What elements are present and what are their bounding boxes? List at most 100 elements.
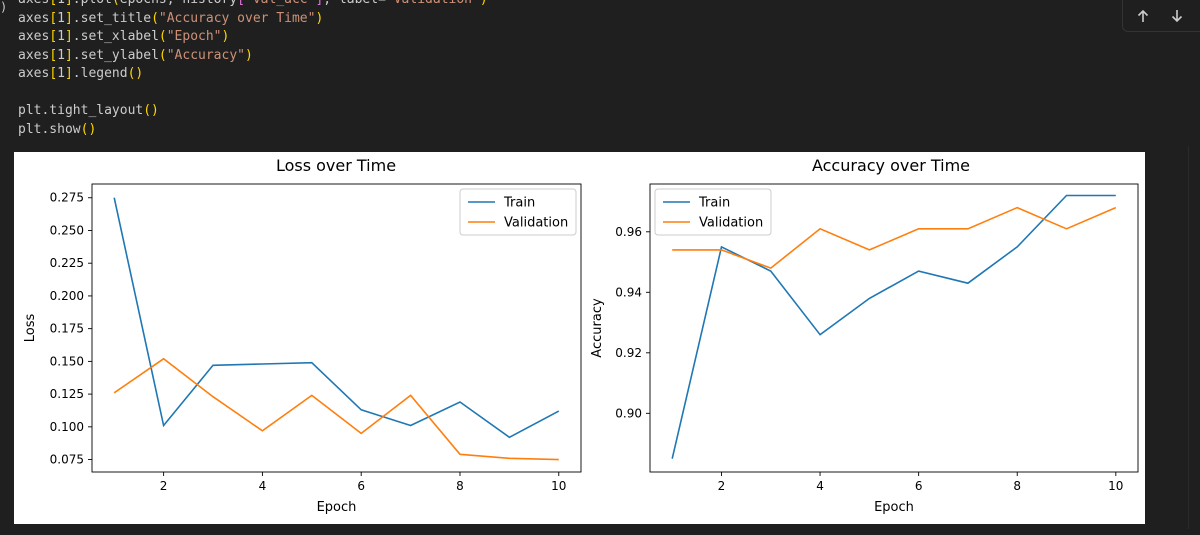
code-token: [ xyxy=(237,0,245,7)
arrow-up-icon xyxy=(1137,9,1149,22)
chart-title: Loss over Time xyxy=(276,156,396,175)
x-axis-label: Epoch xyxy=(874,500,914,515)
code-line: plt.tight_layout() xyxy=(18,102,488,121)
legend-label: Train xyxy=(698,196,730,211)
y-tick-label: 0.92 xyxy=(615,346,642,360)
code-token: ) xyxy=(480,0,488,7)
x-tick-label: 4 xyxy=(259,479,267,493)
code-token: ] xyxy=(64,29,73,44)
legend-label: Train xyxy=(503,196,535,211)
code-token: [ xyxy=(49,66,58,81)
code-token: () xyxy=(80,121,97,137)
x-tick-label: 10 xyxy=(1108,479,1123,493)
code-token: ] xyxy=(65,0,73,7)
x-tick-label: 8 xyxy=(456,479,464,493)
output-scrollbar[interactable] xyxy=(1188,146,1200,535)
x-tick-label: 8 xyxy=(1013,479,1021,493)
code-token: [ xyxy=(49,47,58,63)
y-tick-label: 0.275 xyxy=(50,191,84,205)
chart-accuracy: Accuracy over Time 2 4 6 8 10 0.90 0.92 0.94 0.96… xyxy=(590,156,1139,515)
code-token: ) xyxy=(221,29,230,44)
move-cell-up-button[interactable] xyxy=(1131,4,1155,28)
plot-area xyxy=(91,183,582,473)
code-line: axes[1].set_ylabel("Accuracy") xyxy=(18,47,488,66)
code-token: 1 xyxy=(57,29,65,44)
code-token: , label= xyxy=(323,0,386,7)
y-axis-label: Loss xyxy=(23,314,38,343)
legend-box xyxy=(459,188,577,236)
code-line: plt.show() xyxy=(18,121,488,140)
cell-toolbar xyxy=(1122,0,1200,32)
y-tick-label: 0.075 xyxy=(50,453,84,467)
y-tick-label: 0.225 xyxy=(50,256,84,270)
chart-loss: Loss over Time 2 4 6 8 10 0.075 0.100 0.125 0.150… xyxy=(23,156,582,515)
code-token: 1 xyxy=(57,47,65,63)
code-token: () xyxy=(143,103,159,118)
y-tick-label: 0.175 xyxy=(50,322,84,336)
move-cell-down-button[interactable] xyxy=(1165,4,1189,28)
x-axis-label: Epoch xyxy=(317,500,357,515)
code-token: "val_acc" xyxy=(245,0,315,7)
code-token: ( xyxy=(151,10,159,26)
x-tick-label: 2 xyxy=(718,479,726,493)
code-token: "Epoch" xyxy=(166,29,222,44)
cell-gutter: ) xyxy=(0,0,8,14)
code-token: plt.show xyxy=(18,121,81,137)
code-token: ) xyxy=(245,47,253,63)
legend-label: Validation xyxy=(504,216,568,231)
code-token: [ xyxy=(49,0,57,7)
legend: Train Validation xyxy=(459,188,577,236)
cell-output: Loss over Time 2 4 6 8 10 0.075 0.100 0.125 0.150… xyxy=(0,146,1200,535)
legend: Train Validation xyxy=(654,188,772,236)
series-line-validation xyxy=(113,357,559,461)
series-line-validation xyxy=(672,206,1117,270)
code-token: [ xyxy=(49,10,58,26)
plot-area xyxy=(649,183,1139,473)
plot-output-image: Loss over Time 2 4 6 8 10 0.075 0.100 0.125 0.150… xyxy=(14,152,1145,524)
y-tick-label: 0.200 xyxy=(50,289,84,303)
code-token: .set_ylabel xyxy=(72,47,159,63)
y-tick-label: 0.150 xyxy=(50,354,84,368)
legend-label: Validation xyxy=(699,216,763,231)
code-editor[interactable]: axes[1].plot(epochs, history["val_acc"],… xyxy=(18,0,488,139)
y-tick-label: 0.250 xyxy=(50,223,84,237)
code-token: .plot xyxy=(73,0,112,7)
code-cell[interactable]: ) axes[1].plot(epochs, history["val_acc"… xyxy=(0,0,1200,146)
code-line: axes[1].plot(epochs, history["val_acc"],… xyxy=(18,0,488,10)
y-tick-label: 0.96 xyxy=(615,225,642,239)
code-token: () xyxy=(127,66,144,81)
chart-title: Accuracy over Time xyxy=(812,156,970,175)
x-tick-label: 10 xyxy=(551,479,566,493)
code-token: axes xyxy=(18,0,49,7)
code-token: ( xyxy=(158,47,167,63)
code-line xyxy=(18,84,488,103)
code-token: "Validation" xyxy=(386,0,480,7)
x-tick-label: 6 xyxy=(915,479,923,493)
code-line: axes[1].set_title("Accuracy over Time") xyxy=(18,10,488,29)
y-tick-label: 0.125 xyxy=(50,387,84,401)
code-line: axes[1].legend() xyxy=(18,65,488,84)
legend-box xyxy=(654,188,772,236)
code-token: axes xyxy=(18,29,50,44)
y-tick-label: 0.90 xyxy=(615,406,642,420)
code-token: ] xyxy=(64,66,73,81)
x-tick-label: 4 xyxy=(816,479,824,493)
code-token: ) xyxy=(315,10,324,26)
x-tick-label: 2 xyxy=(160,479,168,493)
code-token: ( xyxy=(158,29,167,44)
code-token: ] xyxy=(64,47,73,63)
code-token: "Accuracy" xyxy=(166,47,245,63)
arrow-down-icon xyxy=(1171,9,1183,22)
x-tick-label: 6 xyxy=(357,479,365,493)
code-token: .set_xlabel xyxy=(72,29,159,44)
code-token: ( xyxy=(112,0,120,7)
code-line: axes[1].set_xlabel("Epoch") xyxy=(18,28,488,47)
code-token: axes xyxy=(18,66,50,81)
code-token: ] xyxy=(315,0,323,7)
y-tick-label: 0.100 xyxy=(50,420,84,434)
figure: Loss over Time 2 4 6 8 10 0.075 0.100 0.125 0.150… xyxy=(23,156,1139,515)
code-token: [ xyxy=(49,29,58,44)
code-token: 1 xyxy=(57,0,65,7)
code-token: .set_title xyxy=(72,10,152,26)
code-token: epochs, history xyxy=(120,0,237,7)
